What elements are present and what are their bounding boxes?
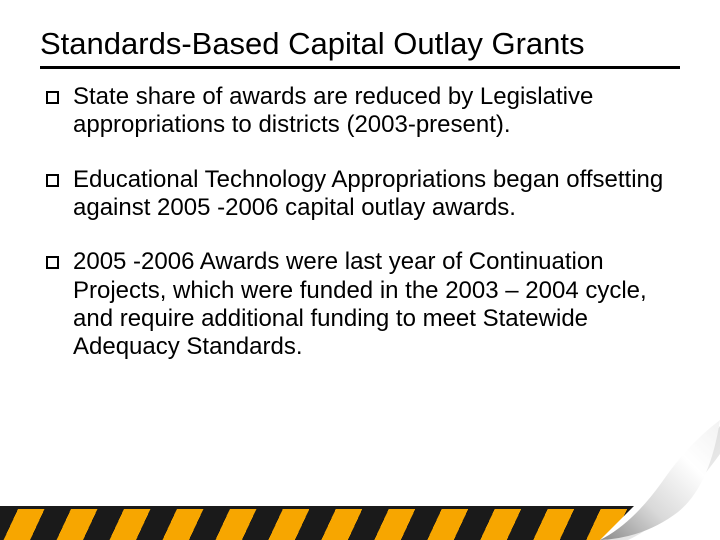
slide: Standards-Based Capital Outlay Grants St…: [0, 0, 720, 540]
square-bullet-icon: [46, 91, 59, 104]
bullet-text: 2005 -2006 Awards were last year of Cont…: [73, 248, 680, 361]
slide-title: Standards-Based Capital Outlay Grants: [40, 26, 680, 62]
list-item: State share of awards are reduced by Leg…: [46, 83, 680, 140]
bullet-text: State share of awards are reduced by Leg…: [73, 83, 680, 140]
list-item: Educational Technology Appropriations be…: [46, 166, 680, 223]
list-item: 2005 -2006 Awards were last year of Cont…: [46, 248, 680, 361]
hazard-stripe-footer: [0, 506, 720, 540]
bullet-text: Educational Technology Appropriations be…: [73, 166, 680, 223]
bullet-list: State share of awards are reduced by Leg…: [40, 83, 680, 362]
title-underline: [40, 66, 680, 69]
square-bullet-icon: [46, 174, 59, 187]
square-bullet-icon: [46, 256, 59, 269]
